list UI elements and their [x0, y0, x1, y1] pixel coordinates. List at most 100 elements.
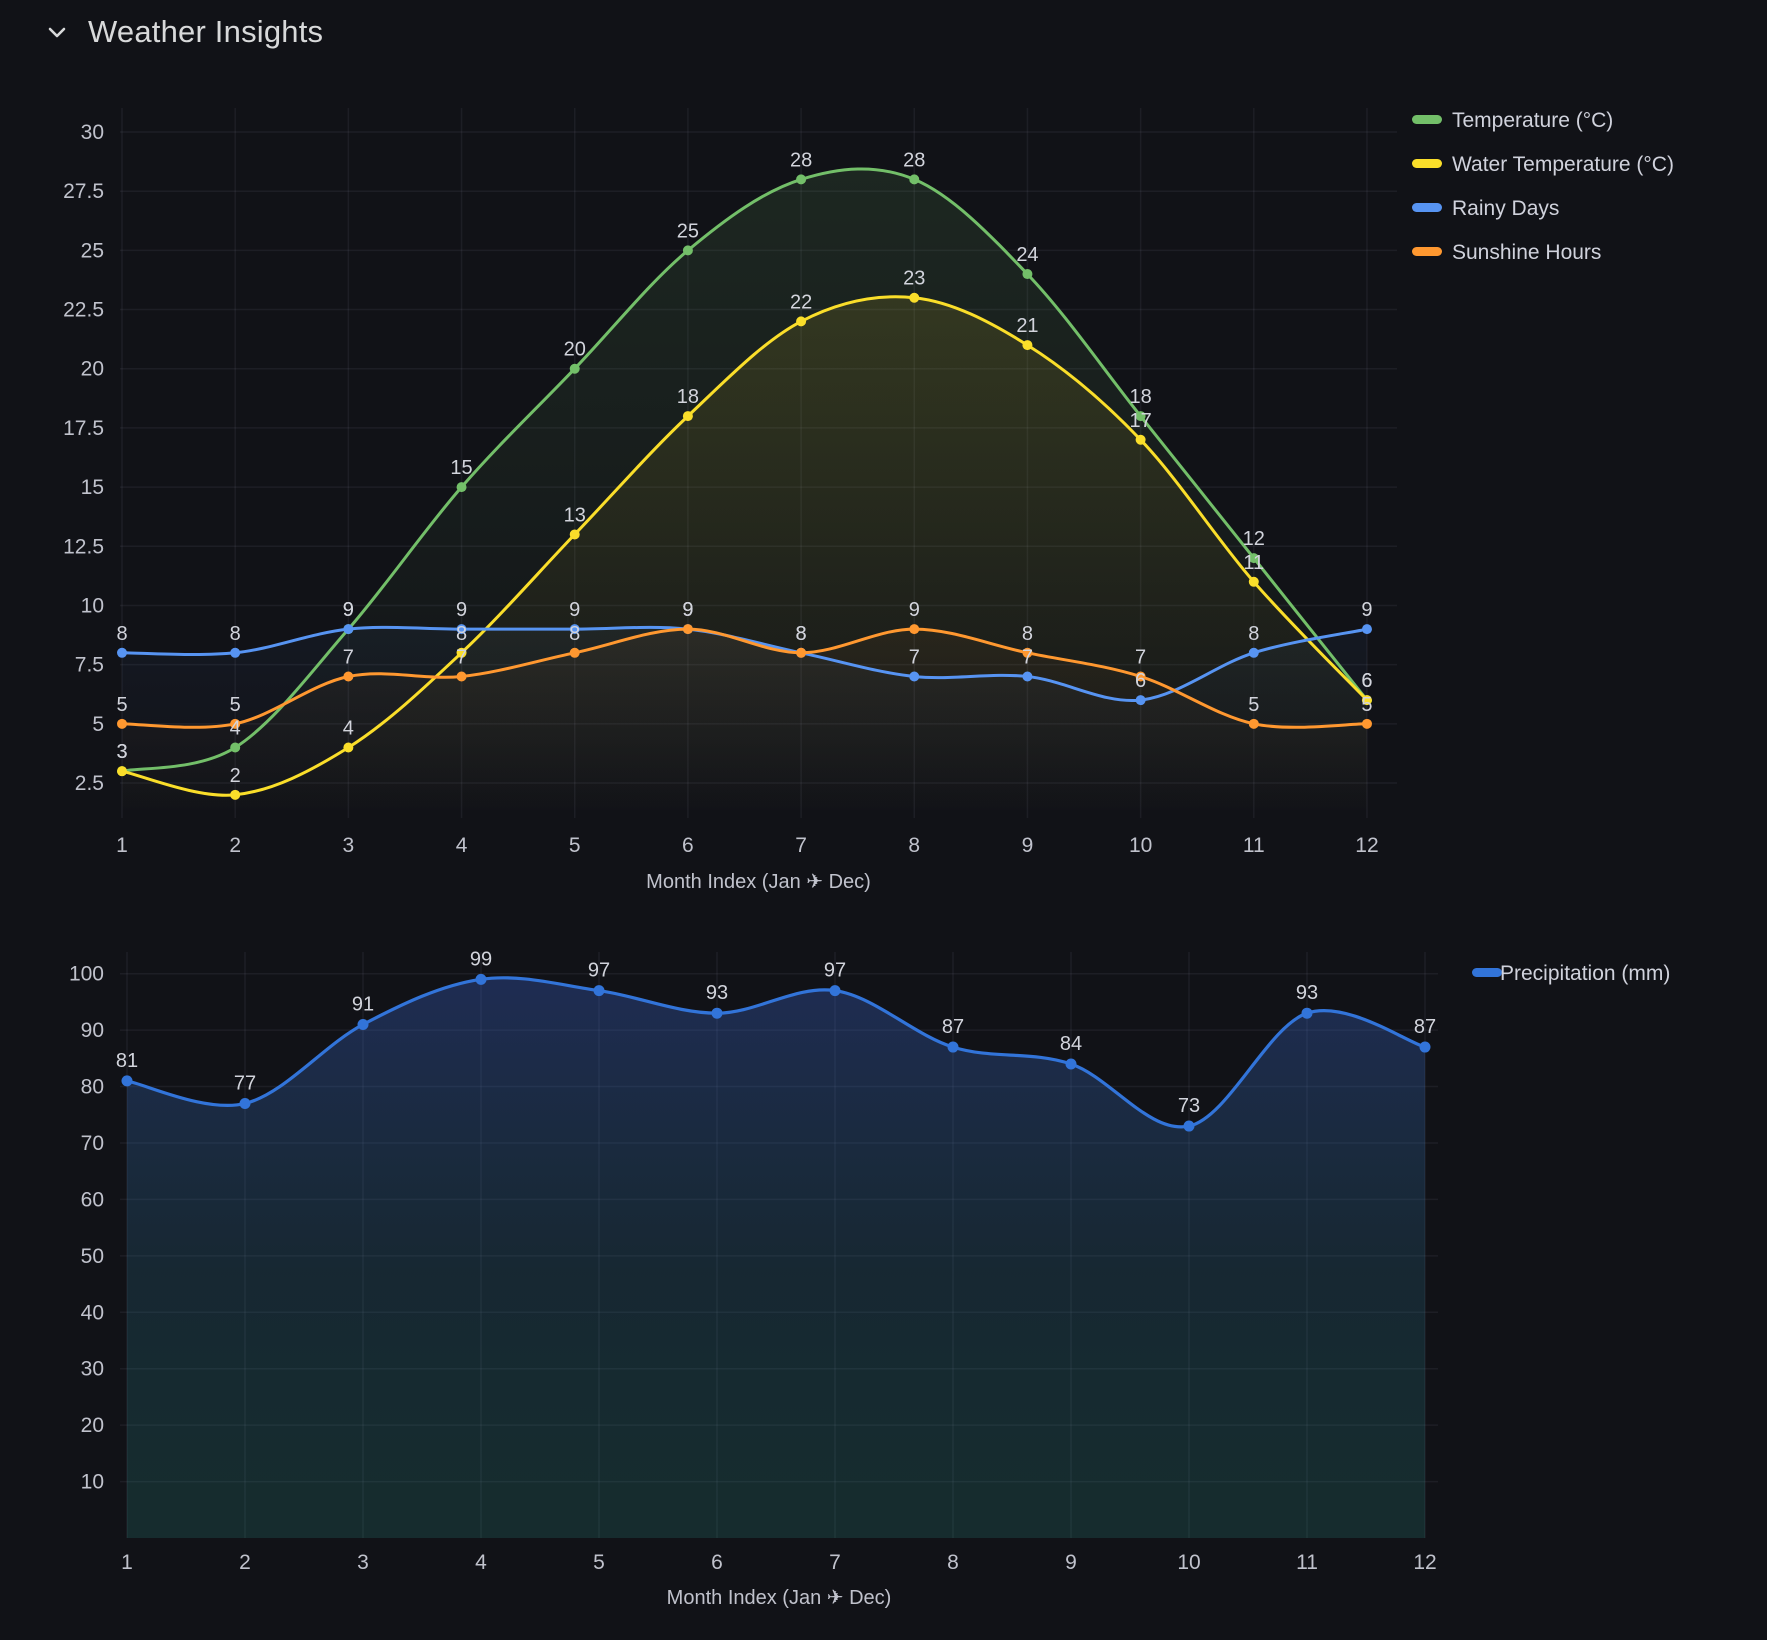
value-label: 7: [1022, 646, 1033, 668]
legend-item-0[interactable]: Temperature (°C): [1412, 109, 1613, 132]
data-point: [230, 742, 241, 753]
value-label: 8: [116, 623, 127, 645]
y-axis-tick-label: 30: [81, 121, 104, 144]
data-point: [1248, 718, 1259, 729]
chevron-down-icon[interactable]: [46, 21, 68, 43]
value-label: 8: [796, 623, 807, 645]
value-label: 8: [1248, 623, 1259, 645]
value-label: 3: [116, 741, 127, 763]
value-label: 97: [824, 960, 846, 982]
value-label: 9: [909, 599, 920, 621]
legend-color-swatch: [1412, 247, 1442, 256]
series-line-2: [120, 625, 1369, 703]
legend-item-1[interactable]: Water Temperature (°C): [1412, 153, 1674, 176]
data-point: [1248, 553, 1259, 564]
data-point: [569, 363, 580, 374]
y-axis-tick-label: 70: [81, 1132, 104, 1155]
x-axis-tick-label: 4: [456, 834, 468, 857]
data-point: [1022, 269, 1033, 280]
value-label: 8: [1022, 623, 1033, 645]
data-point: [796, 316, 807, 327]
value-label: 5: [230, 694, 241, 716]
data-point: [343, 742, 354, 753]
y-axis-tick-label: 50: [81, 1245, 104, 1268]
x-axis-tick-label: 12: [1413, 1551, 1436, 1574]
x-axis-tick-label: 1: [116, 834, 128, 857]
value-label: 7: [909, 646, 920, 668]
data-point: [1065, 1058, 1077, 1070]
y-axis-tick-label: 17.5: [63, 417, 104, 440]
panel-header: Weather Insights: [0, 0, 1767, 64]
value-label: 18: [677, 386, 699, 408]
panel-title: Weather Insights: [88, 14, 324, 49]
value-label: 93: [706, 982, 728, 1004]
data-point: [1022, 671, 1033, 682]
value-label: 87: [1414, 1016, 1436, 1038]
legend-color-swatch: [1472, 968, 1502, 977]
data-point: [343, 671, 354, 682]
value-label: 91: [352, 993, 374, 1015]
value-label: 9: [1361, 599, 1372, 621]
x-axis-title: Month Index (Jan ✈ Dec): [667, 1587, 892, 1609]
y-axis-tick-label: 100: [69, 963, 104, 986]
legend-label: Water Temperature (°C): [1452, 153, 1674, 176]
value-label: 23: [903, 268, 925, 290]
data-point: [1361, 624, 1372, 635]
data-point: [1022, 647, 1033, 658]
x-axis-tick-label: 10: [1177, 1551, 1200, 1574]
y-axis-tick-label: 2.5: [75, 772, 104, 795]
data-point: [1248, 647, 1259, 658]
value-label: 12: [1243, 528, 1265, 550]
data-point: [1135, 671, 1146, 682]
value-label: 8: [796, 623, 807, 645]
value-label: 4: [343, 717, 354, 739]
data-point: [1419, 1041, 1431, 1053]
y-axis-tick-label: 20: [81, 358, 104, 381]
data-point: [456, 624, 467, 635]
value-label: 6: [1361, 670, 1372, 692]
data-point: [682, 411, 693, 422]
data-point: [1361, 718, 1372, 729]
chart-legend: Precipitation (mm): [1472, 962, 1670, 985]
series-line-3: [120, 627, 1369, 729]
data-point: [475, 973, 487, 985]
data-point: [682, 624, 693, 635]
data-point: [796, 174, 807, 185]
data-point: [909, 174, 920, 185]
legend-color-swatch: [1412, 115, 1442, 124]
data-point: [357, 1018, 369, 1030]
data-point: [711, 1007, 723, 1019]
data-point: [1135, 434, 1146, 445]
x-axis-tick-label: 9: [1022, 834, 1034, 857]
value-label: 8: [456, 623, 467, 645]
y-axis-tick-label: 10: [81, 1471, 104, 1494]
value-label: 93: [1296, 982, 1318, 1004]
legend-item-2[interactable]: Rainy Days: [1412, 197, 1559, 220]
x-axis-tick-label: 8: [947, 1551, 959, 1574]
data-point: [117, 718, 127, 729]
y-axis-tick-label: 10: [81, 594, 104, 617]
y-axis-tick-label: 25: [81, 239, 104, 262]
x-axis-tick-label: 3: [343, 834, 355, 857]
x-axis-tick-label: 7: [829, 1551, 841, 1574]
value-label: 8: [230, 623, 241, 645]
value-label: 25: [677, 220, 699, 242]
data-point: [569, 647, 580, 658]
value-label: 13: [564, 504, 586, 526]
series-area-0: [127, 977, 1425, 1538]
x-axis-title: Month Index (Jan ✈ Dec): [646, 871, 871, 893]
value-label: 9: [343, 599, 354, 621]
legend-item-3[interactable]: Sunshine Hours: [1412, 241, 1601, 264]
data-point: [593, 985, 605, 997]
series-line-0: [125, 976, 1427, 1129]
data-point: [343, 624, 354, 635]
value-label: 15: [450, 457, 472, 479]
value-label: 81: [116, 1050, 138, 1072]
legend-item-0[interactable]: Precipitation (mm): [1472, 962, 1670, 985]
data-point: [230, 718, 241, 729]
value-label: 9: [569, 599, 580, 621]
data-point: [121, 1075, 133, 1087]
